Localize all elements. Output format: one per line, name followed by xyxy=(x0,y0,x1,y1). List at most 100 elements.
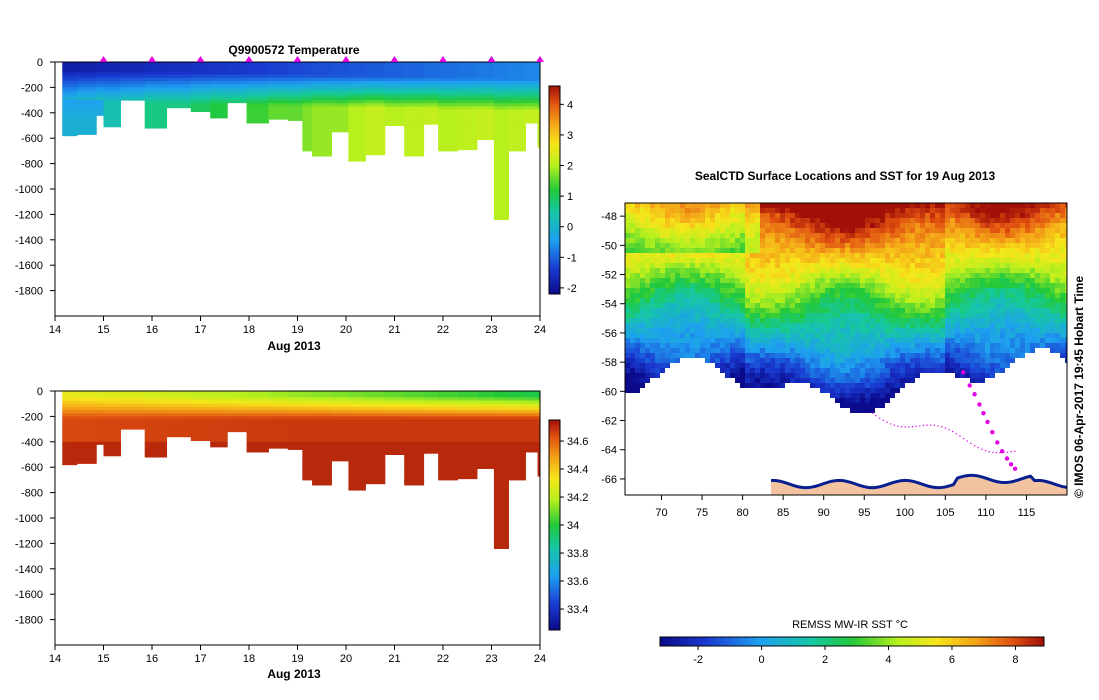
profile-cell xyxy=(525,432,539,436)
profile-cell xyxy=(331,438,349,443)
track-dot xyxy=(915,425,917,428)
sst-cell xyxy=(1010,278,1015,283)
sst-cell xyxy=(660,203,665,208)
profile-cell xyxy=(302,419,313,424)
profile-cell xyxy=(210,71,228,76)
sst-cell xyxy=(990,223,995,228)
profile-cell xyxy=(438,128,459,133)
sst-cell xyxy=(880,288,885,293)
sst-cell xyxy=(790,273,795,278)
sst-cell xyxy=(920,313,925,318)
sst-cell xyxy=(920,348,925,353)
sst-cell xyxy=(660,298,665,303)
sst-cell xyxy=(870,353,875,358)
sst-cell xyxy=(995,343,1000,348)
sst-cell xyxy=(655,343,660,348)
profile-cell xyxy=(384,96,405,101)
profile-cell xyxy=(537,406,540,411)
y-tick-label: -1600 xyxy=(15,260,43,272)
sst-cell xyxy=(695,228,700,233)
profile-cell xyxy=(268,416,289,421)
profile-cell xyxy=(348,74,366,79)
x-tick-label: 23 xyxy=(485,653,497,665)
sst-cell xyxy=(635,273,640,278)
sst-cell xyxy=(940,208,945,213)
sst-cell xyxy=(1055,223,1060,228)
profile-cell xyxy=(493,444,509,449)
profile-cell xyxy=(476,435,495,440)
sst-cell xyxy=(990,258,995,263)
sst-cell xyxy=(635,333,640,338)
sst-cell xyxy=(900,313,905,318)
sst-cell xyxy=(990,253,995,258)
sst-cell xyxy=(930,248,935,253)
sst-cell xyxy=(840,268,845,273)
profile-marker xyxy=(99,56,108,62)
profile-cell xyxy=(312,131,332,136)
profile-cell xyxy=(423,115,439,120)
sst-cell xyxy=(950,338,955,343)
profile-cell xyxy=(62,432,78,436)
sst-cell xyxy=(940,223,945,228)
profile-cell xyxy=(302,84,313,88)
profile-cell xyxy=(365,476,386,481)
seal-surface-location xyxy=(967,383,972,388)
sst-cell xyxy=(765,248,770,253)
sst-cell xyxy=(790,368,795,373)
profile-cell xyxy=(62,457,78,462)
y-tick-label: 0 xyxy=(37,57,43,69)
sst-cell xyxy=(690,258,695,263)
sst-cell xyxy=(805,253,810,258)
sst-cell xyxy=(985,218,990,223)
sst-cell xyxy=(930,208,935,213)
profile-cell xyxy=(438,144,459,149)
y-tick-label: -1400 xyxy=(15,235,43,247)
profile-cell xyxy=(348,422,366,427)
sst-cell xyxy=(770,328,775,333)
profile-cell xyxy=(508,457,526,462)
sst-cell xyxy=(1055,308,1060,313)
sst-cell xyxy=(1045,313,1050,318)
sst-cell xyxy=(980,308,985,313)
sst-cell xyxy=(695,248,700,253)
sst-cell xyxy=(665,268,670,273)
sst-cell xyxy=(790,253,795,258)
sst-cell xyxy=(765,313,770,318)
sst-cell xyxy=(1010,308,1015,313)
sst-cell xyxy=(635,238,640,243)
sst-cell xyxy=(850,283,855,288)
sst-cell xyxy=(945,293,950,298)
sst-cell xyxy=(710,243,715,248)
profile-cell xyxy=(457,106,478,111)
profile-cell xyxy=(190,84,211,88)
sst-cell xyxy=(990,328,995,333)
y-tick-label: -600 xyxy=(21,462,43,474)
sst-cell xyxy=(1035,228,1040,233)
profile-cell xyxy=(457,467,478,471)
sst-cell xyxy=(665,278,670,283)
sst-cell xyxy=(805,333,810,338)
profile-cell xyxy=(210,96,228,101)
sst-cell xyxy=(780,218,785,223)
sst-cell xyxy=(645,378,650,383)
sst-cell xyxy=(845,228,850,233)
sst-cell xyxy=(955,213,960,218)
sst-cell xyxy=(685,233,690,238)
profile-cell xyxy=(404,106,425,111)
sst-cell xyxy=(670,268,675,273)
sst-cell xyxy=(850,328,855,333)
sst-cell xyxy=(640,343,645,348)
sst-cell xyxy=(1050,218,1055,223)
sst-cell xyxy=(825,263,830,268)
sst-cell xyxy=(975,268,980,273)
sst-cell xyxy=(945,343,950,348)
sst-cell xyxy=(970,368,975,373)
profile-cell xyxy=(76,71,97,76)
sst-cell xyxy=(930,323,935,328)
profile-cell xyxy=(103,90,121,95)
profile-cell xyxy=(438,138,459,142)
x-tick-label: 17 xyxy=(194,653,206,665)
sst-cell xyxy=(710,313,715,318)
sst-cell xyxy=(790,223,795,228)
colorbar-tick-label: 2 xyxy=(567,161,573,173)
